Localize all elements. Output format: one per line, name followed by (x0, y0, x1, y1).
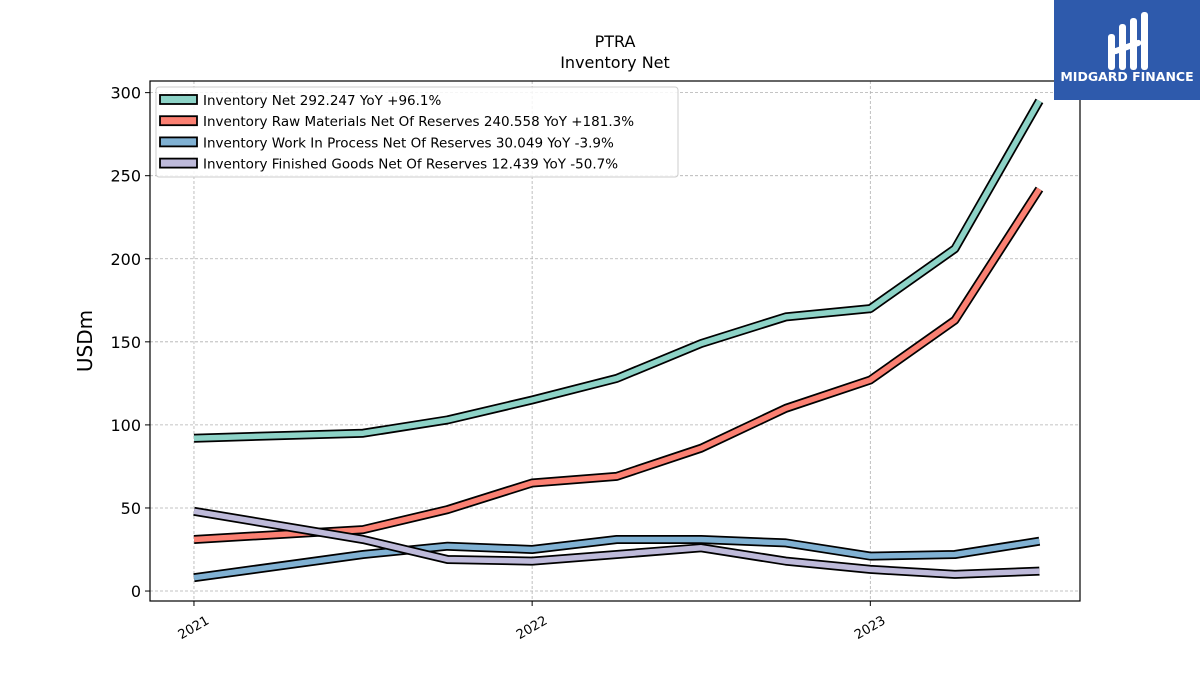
y-axis-label: USDm (73, 310, 97, 372)
legend-item: Inventory Net 292.247 YoY +96.1% (159, 93, 441, 109)
y-tick-label: 100 (110, 416, 141, 435)
legend-item: Inventory Work In Process Net Of Reserve… (159, 135, 614, 151)
y-tick-label: 0 (131, 582, 141, 601)
legend-swatch (159, 136, 198, 148)
legend-label: Inventory Finished Goods Net Of Reserves… (203, 157, 618, 173)
legend-label: Inventory Raw Materials Net Of Reserves … (203, 114, 634, 130)
series-stroke (193, 508, 1040, 578)
y-tick-label: 300 (110, 84, 141, 103)
y-tick-label: 250 (110, 167, 141, 186)
legend-item: Inventory Finished Goods Net Of Reserves… (159, 157, 618, 173)
chart-title: PTRA (595, 32, 636, 51)
legend-label: Inventory Work In Process Net Of Reserve… (203, 135, 614, 151)
series-outline (193, 186, 1044, 544)
series-line-3 (193, 506, 1040, 579)
series-stroke (193, 187, 1042, 543)
y-tick-label: 200 (110, 250, 141, 269)
logo-text: MIDGARD FINANCE (1060, 69, 1193, 84)
legend-swatch (159, 115, 198, 127)
midgard-finance-logo: MIDGARD FINANCE (1054, 0, 1200, 100)
x-tick-label: 2021 (176, 613, 212, 643)
plot-frame (149, 80, 1081, 602)
x-tick-label: 2022 (514, 613, 550, 643)
legend-swatch (159, 94, 198, 105)
series-line-1 (193, 186, 1044, 544)
y-tick-label: 50 (121, 499, 141, 518)
legend: Inventory Net 292.247 YoY +96.1% Inventor… (155, 86, 679, 178)
series-line-0 (193, 98, 1044, 443)
legend-swatch (159, 157, 198, 169)
series-stroke (193, 99, 1042, 441)
legend-label: Inventory Net 292.247 YoY +96.1% (203, 93, 441, 109)
x-tick-label: 2023 (852, 613, 888, 643)
y-axis-ticks: 0 50 100 150 200 250 300 (110, 84, 150, 601)
legend-item: Inventory Raw Materials Net Of Reserves … (159, 114, 634, 130)
legend-box (155, 86, 679, 178)
x-axis-ticks: 2021 2022 2023 (176, 601, 888, 643)
chart-subtitle: Inventory Net (560, 53, 670, 72)
logo-mark-icon (1108, 12, 1148, 70)
y-tick-label: 150 (110, 333, 141, 352)
series-lines (193, 98, 1044, 583)
